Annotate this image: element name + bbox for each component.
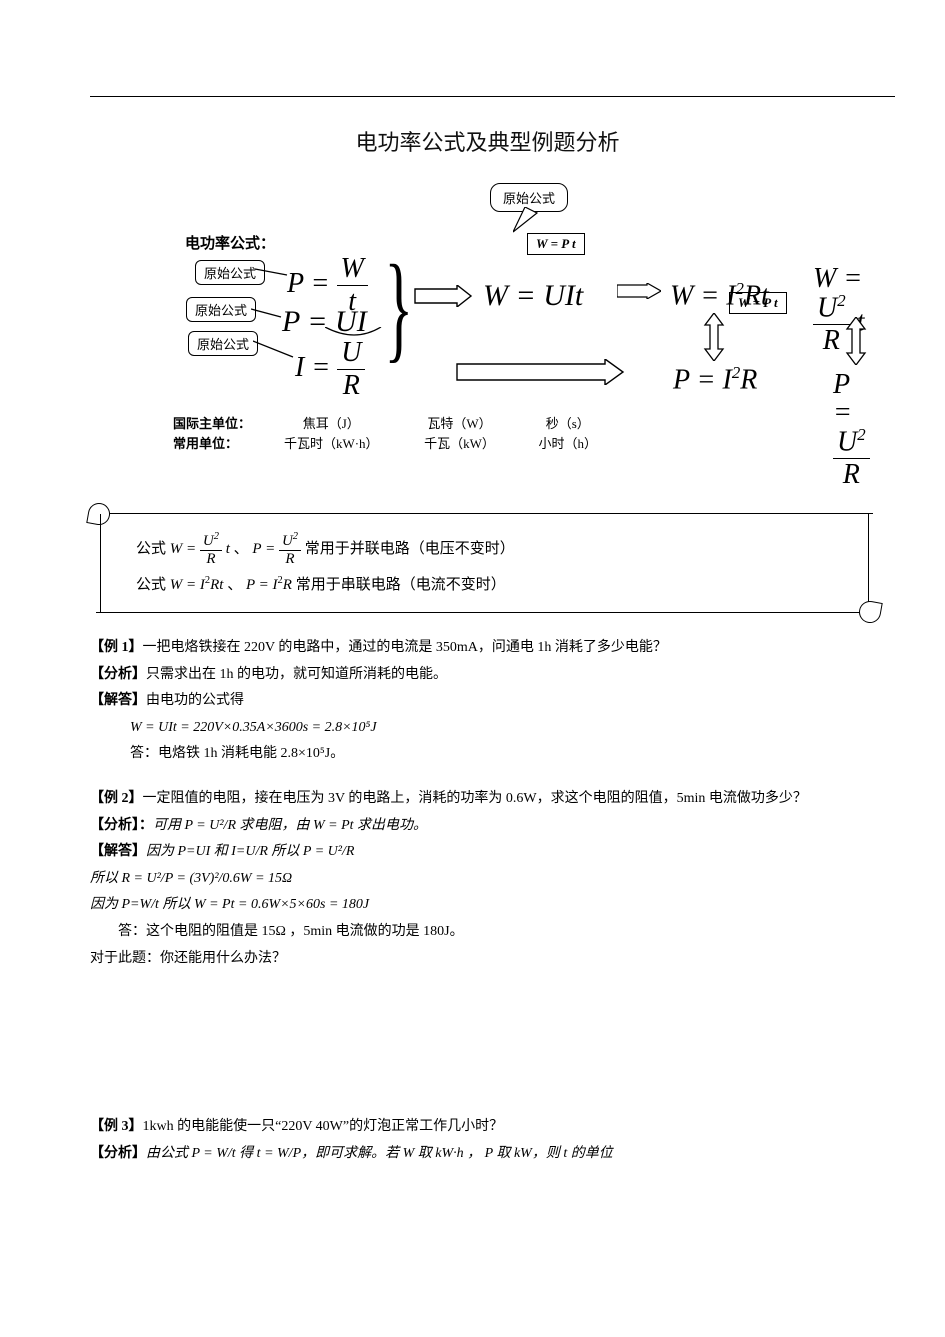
units-row-2: 常用单位： 千瓦时（kW·h） 千瓦（kW） 小时（h）: [173, 433, 823, 452]
top-rule: [90, 96, 895, 97]
scroll-line-1: 公式 W = U2R t 、 P = U2R 常用于并联电路（电压不变时）: [136, 532, 851, 567]
iur-lhs: I =: [295, 352, 330, 383]
ex1-calc: W = UIt = 220V×0.35A×3600s = 2.8×10⁵J: [130, 720, 377, 735]
pu2r-num: U: [837, 426, 857, 457]
units-row-1: 国际主单位： 焦耳（J） 瓦特（W） 秒（s）: [173, 413, 823, 432]
ex2-so: 因为 P=UI 和 I=U/R 所以 P = U²/R: [146, 844, 354, 859]
connector-line: [325, 327, 385, 343]
ex1-an-head: 【分析】: [90, 667, 146, 682]
formula-pi2r: P = I2R: [673, 365, 757, 394]
pu2r-lhs: P =: [833, 369, 852, 428]
ex1-ans: 答：电烙铁 1h 消耗电能 2.8×10⁵J。: [90, 741, 885, 768]
iur-num: U: [337, 339, 365, 370]
page-title: 电功率公式及典型例题分析: [90, 125, 885, 157]
ex2-l2: 因为 P=W/t 所以 W = Pt = 0.6W×5×60s = 180J: [90, 897, 369, 912]
ex2-ans: 答：这个电阻的阻值是 15Ω ，5min 电流做的功是 180J。: [90, 919, 885, 946]
formula-wuit: W = UIt: [483, 281, 583, 311]
tag-line-2: [251, 307, 287, 321]
pi2r-lhs: P = I: [673, 364, 732, 395]
pu2r-den: R: [833, 459, 870, 489]
ex2-q: 一定阻值的电阻，接在电压为 3V 的电路上，消耗的功率为 0.6W，求这个电阻的…: [143, 791, 807, 806]
units-lab-1: 国际主单位：: [173, 413, 263, 432]
ex2-an-head: 【分析】：: [90, 818, 153, 833]
arrow-right-2: [455, 359, 625, 385]
units-1c: 秒（s）: [523, 413, 613, 432]
formula-iur: I = UR: [295, 339, 365, 400]
arrow-right-1: [413, 285, 473, 307]
ex3-an: 由公式 P = W/t 得 t = W/P，即可求解。若 W 取 kW·h ， …: [146, 1146, 613, 1161]
arrow-updown-2: [843, 317, 869, 365]
ex2-head: 【例 2】: [90, 791, 143, 806]
wu2rt-lhs: W =: [813, 263, 862, 294]
pi2r-r: R: [740, 364, 757, 395]
units-2a: 千瓦时（kW·h）: [266, 433, 396, 452]
example-2: 【例 2】一定阻值的电阻，接在电压为 3V 的电路上，消耗的功率为 0.6W，求…: [90, 786, 885, 972]
scroll-note: 公式 W = U2R t 、 P = U2R 常用于并联电路（电压不变时） 公式…: [96, 513, 873, 613]
ex2-l1: 所以 R = U²/P = (3V)²/0.6W = 15Ω: [90, 871, 292, 886]
tag-line-3: [253, 339, 295, 359]
ex1-head: 【例 1】: [90, 640, 143, 655]
box-wpt-1: W = P t: [527, 233, 585, 255]
pwt-num: W: [337, 255, 368, 286]
ex3-head: 【例 3】: [90, 1119, 143, 1134]
tag-original-2: 原始公式: [186, 297, 256, 322]
pu2r-exp: 2: [857, 425, 865, 444]
wi2rt-w: W =: [670, 280, 719, 311]
units-2b: 千瓦（kW）: [400, 433, 520, 452]
units-1a: 焦耳（J）: [266, 413, 396, 432]
ex3-an-head: 【分析】: [90, 1146, 146, 1161]
diagram-heading: 电功率公式：: [185, 232, 275, 253]
pwt-lhs: P =: [287, 268, 330, 299]
wi2rt-i: I: [726, 280, 735, 311]
ex1-an: 只需求出在 1h 的电功，就可知道所消耗的电能。: [146, 667, 447, 682]
callout-tail: [513, 207, 543, 235]
ex3-q: 1kwh 的电能能使一只“220V 40W”的灯泡正常工作几小时？: [143, 1119, 504, 1134]
formula-diagram: 电功率公式： 原始公式 原始公式 原始公式 原始公式 W = P t W = P…: [95, 167, 875, 487]
pi2r-exp: 2: [732, 363, 740, 382]
tag-original-3: 原始公式: [188, 331, 258, 356]
ex1-q: 一把电烙铁接在 220V 的电路中，通过的电流是 350mA，问通电 1h 消耗…: [143, 640, 667, 655]
units-lab-2: 常用单位：: [173, 433, 263, 452]
brace-icon: }: [384, 247, 413, 367]
units-1b: 瓦特（W）: [400, 413, 520, 432]
wu2rt-exp: 2: [837, 291, 845, 310]
iur-den: R: [337, 370, 365, 400]
tag-line-1: [255, 265, 291, 279]
wi2rt-rt: Rt: [744, 280, 769, 311]
ex2-an: 可用 P = U²/R 求电阻，由 W = Pt 求出电功。: [153, 818, 427, 833]
arrow-right-thin: [617, 283, 661, 299]
example-3: 【例 3】1kwh 的电能能使一只“220V 40W”的灯泡正常工作几小时？ 【…: [90, 1114, 885, 1167]
arrow-updown-1: [701, 313, 727, 361]
units-2c: 小时（h）: [523, 433, 613, 452]
wu2rt-num: U: [817, 292, 837, 323]
formula-wi2rt: W = I2Rt: [670, 281, 769, 310]
formula-pu2r: P = U2 R: [833, 371, 875, 489]
ex2-tail: 对于此题：你还能用什么办法？: [90, 946, 885, 973]
ex1-so-head: 【解答】: [90, 693, 146, 708]
ex2-so-head: 【解答】: [90, 844, 146, 859]
scroll-line-2: 公式 W = I2Rt 、 P = I2R 常用于串联电路（电流不变时）: [136, 573, 851, 594]
example-1: 【例 1】一把电烙铁接在 220V 的电路中，通过的电流是 350mA，问通电 …: [90, 635, 885, 768]
ex1-so: 由电功的公式得: [146, 693, 244, 708]
wi2rt-exp: 2: [736, 279, 744, 298]
